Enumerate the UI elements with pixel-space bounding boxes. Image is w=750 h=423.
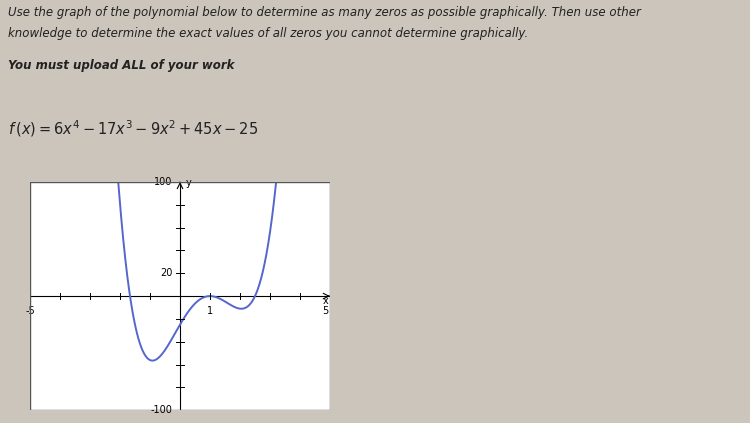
Text: 100: 100 — [154, 177, 172, 187]
Text: y: y — [185, 179, 191, 189]
Text: $f\,(x) = 6x^4 - 17x^3 - 9x^2 + 45x - 25$: $f\,(x) = 6x^4 - 17x^3 - 9x^2 + 45x - 25… — [8, 118, 258, 139]
Text: x: x — [322, 296, 328, 306]
Text: 5: 5 — [322, 306, 328, 316]
Text: Use the graph of the polynomial below to determine as many zeros as possible gra: Use the graph of the polynomial below to… — [8, 6, 640, 19]
Text: 20: 20 — [160, 268, 172, 278]
Text: -5: -5 — [26, 306, 34, 316]
Text: 1: 1 — [207, 306, 213, 316]
Text: You must upload ALL of your work: You must upload ALL of your work — [8, 59, 234, 72]
Text: -100: -100 — [151, 405, 172, 415]
Text: knowledge to determine the exact values of all zeros you cannot determine graphi: knowledge to determine the exact values … — [8, 27, 528, 41]
